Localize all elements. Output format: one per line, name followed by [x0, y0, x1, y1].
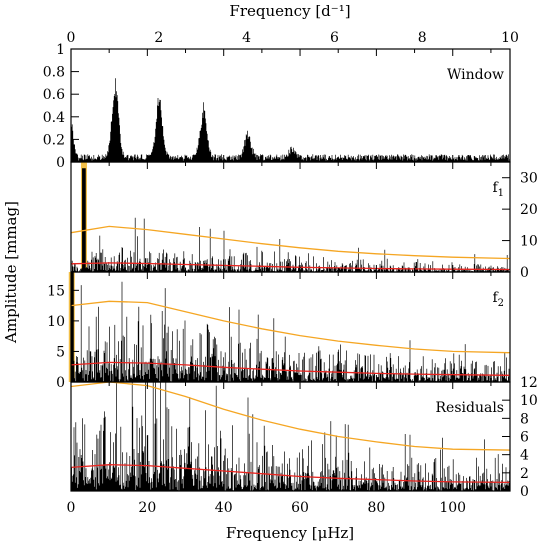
bottom-tick-label: 80	[367, 500, 385, 516]
y-tick-label-left: 0.6	[43, 87, 65, 103]
y-tick-label-left: 0.8	[43, 65, 65, 81]
panel-frame	[70, 48, 511, 163]
panel-3: 0 5 10 15 f2	[47, 271, 511, 391]
top-tick-label: 6	[330, 30, 339, 46]
panel-frame	[70, 161, 511, 273]
panel-label-subscript: 1	[498, 188, 504, 199]
bottom-tick-label: 40	[215, 500, 233, 516]
top-tick-label: 8	[418, 30, 427, 46]
y-tick-label-right: 8	[520, 411, 529, 427]
y-tick-label-right: 10	[520, 393, 538, 409]
threshold-curve	[70, 225, 511, 260]
noise-curve	[70, 262, 511, 271]
bottom-tick-label: 0	[67, 500, 76, 516]
panel-label: f1	[492, 180, 504, 199]
y-tick-label-left: 15	[47, 283, 65, 299]
y-tick-label-left: 1	[56, 42, 65, 58]
y-tick-label-left: 10	[47, 314, 65, 330]
bottom-tick-label: 60	[291, 500, 309, 516]
y-tick-label-right: 2	[520, 466, 529, 482]
bottom-axis-title: Frequency [μHz]	[226, 524, 354, 542]
top-axis-title: Frequency [d⁻¹]	[229, 2, 350, 20]
spectrum-trace	[70, 382, 510, 491]
top-tick-label: 10	[501, 30, 519, 46]
y-tick-label-right: 6	[520, 430, 529, 446]
top-tick-label: 2	[154, 30, 163, 46]
top-tick-label: 4	[242, 30, 251, 46]
panel-label-text: f	[492, 290, 499, 306]
y-tick-label-right: 0	[520, 265, 529, 281]
noise-curve	[70, 361, 511, 376]
y-tick-label-right: 30	[520, 171, 538, 187]
y-tick-label-right: 20	[520, 202, 538, 218]
noise-curve	[70, 464, 511, 484]
bottom-tick-label: 100	[439, 500, 466, 516]
panel-2: 0 10 20 30 f1	[70, 161, 538, 281]
spectrum-trace	[70, 78, 510, 162]
y-tick-label-left: 0	[56, 155, 65, 171]
panel-frame	[70, 271, 511, 383]
y-tick-label-right: 10	[520, 234, 538, 250]
y-tick-label-left: 5	[56, 344, 65, 360]
panel-4: 0 2 4 6 8 10 12 Residuals	[70, 375, 538, 500]
spectrum-trace	[70, 272, 510, 382]
y-tick-label-left: 0.4	[43, 110, 65, 126]
panel-label-subscript: 2	[498, 298, 504, 309]
threshold-curve	[70, 381, 511, 451]
y-axis-title: Amplitude [mmag]	[2, 201, 20, 344]
panel-label: f2	[492, 290, 504, 309]
bottom-tick-label: 20	[138, 500, 156, 516]
panel-1: 0 0.2 0.4 0.6 0.8 1 Window	[43, 42, 511, 171]
y-tick-label-left: 0.2	[43, 132, 65, 148]
panel-label-text: f	[492, 180, 499, 196]
threshold-curve	[70, 300, 511, 354]
y-tick-label-right: 0	[520, 484, 529, 500]
y-tick-label-right: 12	[520, 375, 538, 391]
top-tick-label: 0	[67, 30, 76, 46]
panel-label: Residuals	[436, 400, 504, 416]
y-tick-label-left: 0	[56, 375, 65, 391]
y-tick-label-right: 4	[520, 448, 529, 464]
panel-label: Window	[447, 67, 504, 83]
